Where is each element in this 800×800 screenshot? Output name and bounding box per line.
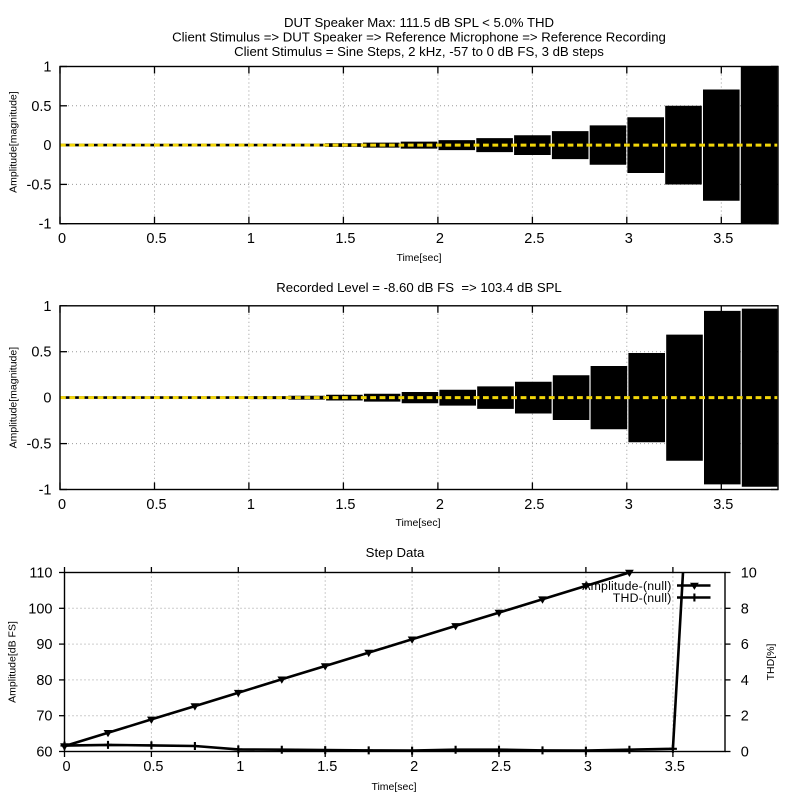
- svg-text:1: 1: [247, 231, 255, 247]
- svg-text:2: 2: [436, 497, 444, 513]
- svg-text:0.5: 0.5: [146, 497, 166, 513]
- svg-text:4: 4: [741, 673, 749, 689]
- svg-text:2: 2: [436, 231, 444, 247]
- svg-text:Client Stimulus = Sine Steps,: Client Stimulus = Sine Steps, 2 kHz, -57…: [234, 44, 604, 59]
- svg-text:3: 3: [625, 231, 633, 247]
- svg-text:Recorded Level = -8.60 dB FS: Recorded Level = -8.60 dB FS => 103.4 dB…: [276, 280, 562, 295]
- svg-text:1: 1: [236, 759, 244, 775]
- svg-text:1.5: 1.5: [335, 231, 355, 247]
- svg-text:Client Stimulus => DUT Speaker: Client Stimulus => DUT Speaker => Refere…: [172, 30, 666, 45]
- svg-text:0.5: 0.5: [143, 759, 163, 775]
- svg-text:2.5: 2.5: [491, 759, 511, 775]
- svg-text:70: 70: [36, 709, 52, 725]
- svg-text:DUT Speaker Max: 111.5 dB SPL: DUT Speaker Max: 111.5 dB SPL < 5.0% THD: [284, 15, 554, 30]
- svg-text:Amplitude[magnitude]: Amplitude[magnitude]: [8, 91, 20, 193]
- svg-text:1.5: 1.5: [317, 759, 337, 775]
- svg-text:-1: -1: [39, 483, 52, 499]
- svg-text:90: 90: [36, 637, 52, 653]
- svg-text:10: 10: [741, 566, 757, 582]
- svg-text:-1: -1: [39, 217, 52, 233]
- svg-text:0: 0: [43, 138, 51, 154]
- svg-text:3.5: 3.5: [713, 231, 733, 247]
- svg-text:100: 100: [28, 601, 52, 617]
- svg-text:1: 1: [43, 60, 51, 76]
- svg-text:0: 0: [58, 497, 66, 513]
- svg-text:Time[sec]: Time[sec]: [395, 517, 440, 529]
- svg-text:2: 2: [741, 709, 749, 725]
- svg-text:2.5: 2.5: [524, 231, 544, 247]
- svg-text:1: 1: [43, 299, 51, 315]
- svg-text:3.5: 3.5: [665, 759, 685, 775]
- svg-text:2.5: 2.5: [524, 497, 544, 513]
- svg-text:Step Data: Step Data: [366, 545, 425, 560]
- svg-text:0.5: 0.5: [31, 345, 51, 361]
- svg-text:Amplitude[dB FS]: Amplitude[dB FS]: [7, 621, 19, 703]
- svg-text:3: 3: [625, 497, 633, 513]
- svg-text:Time[sec]: Time[sec]: [396, 252, 441, 264]
- svg-text:1: 1: [247, 497, 255, 513]
- svg-text:0.5: 0.5: [31, 99, 51, 115]
- svg-text:THD-(null): THD-(null): [613, 591, 672, 605]
- svg-text:8: 8: [741, 601, 749, 617]
- svg-text:1.5: 1.5: [335, 497, 355, 513]
- svg-text:0: 0: [741, 745, 749, 761]
- svg-text:6: 6: [741, 637, 749, 653]
- svg-text:0: 0: [43, 391, 51, 407]
- svg-text:3: 3: [584, 759, 592, 775]
- svg-text:110: 110: [29, 566, 52, 582]
- svg-text:2: 2: [410, 759, 418, 775]
- svg-text:Amplitude[magnitude]: Amplitude[magnitude]: [8, 347, 20, 449]
- svg-text:-0.5: -0.5: [27, 177, 52, 193]
- svg-text:0: 0: [62, 759, 70, 775]
- svg-text:0: 0: [58, 231, 66, 247]
- svg-text:0.5: 0.5: [146, 231, 166, 247]
- svg-text:THD[%]: THD[%]: [765, 644, 777, 681]
- svg-text:80: 80: [36, 673, 52, 689]
- svg-text:-0.5: -0.5: [27, 437, 52, 453]
- svg-text:3.5: 3.5: [713, 497, 733, 513]
- svg-text:Time[sec]: Time[sec]: [371, 781, 416, 793]
- svg-text:Amplitude-(null): Amplitude-(null): [582, 579, 671, 593]
- svg-text:60: 60: [36, 745, 52, 761]
